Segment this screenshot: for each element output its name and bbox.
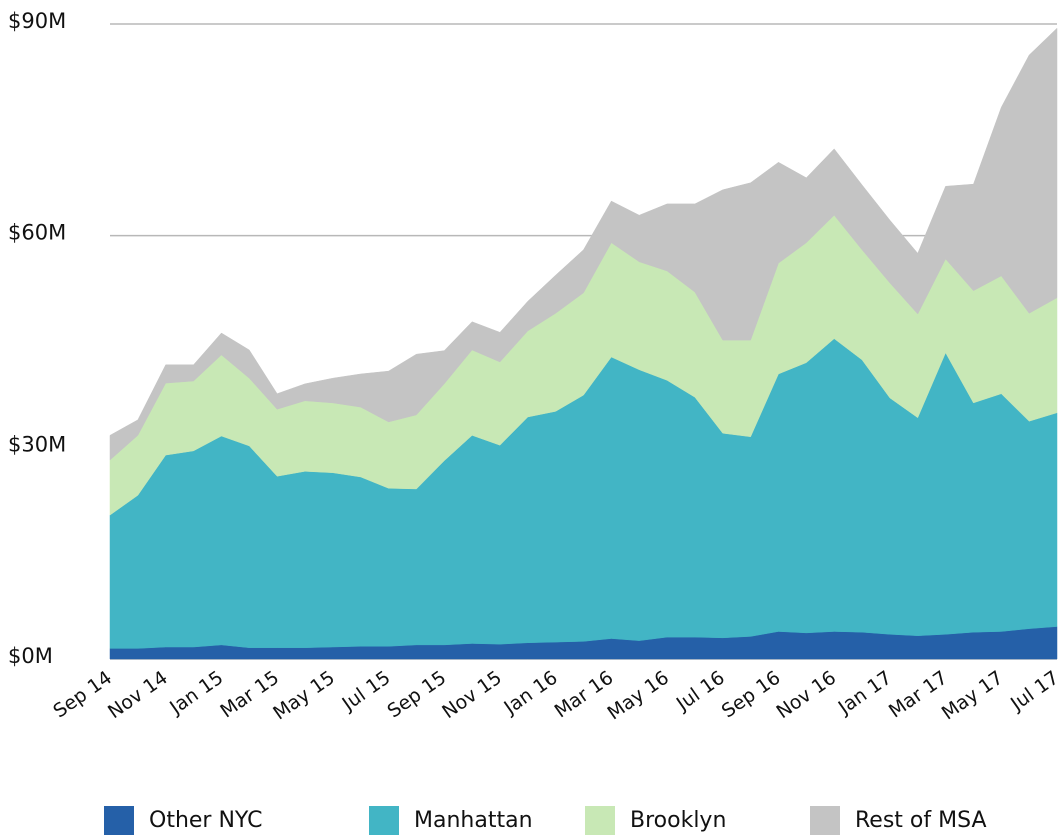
- x-tick-label: Sep 15: [384, 667, 451, 723]
- legend-swatch: [104, 806, 134, 836]
- legend-label: Manhattan: [414, 808, 533, 833]
- x-tick-label: Mar 15: [216, 667, 283, 723]
- y-tick-label: $0M: [8, 644, 53, 668]
- area: [109, 27, 1058, 461]
- x-tick-label: Mar 16: [551, 667, 618, 723]
- legend-swatch: [810, 806, 840, 836]
- x-tick-label: Jul 17: [1006, 667, 1060, 716]
- y-tick-label: $90M: [8, 9, 66, 33]
- legend-item: Brooklyn: [585, 806, 726, 836]
- legend-swatch: [369, 806, 399, 836]
- x-tick-label: Jan 16: [499, 667, 561, 720]
- y-tick-label: $30M: [8, 432, 66, 456]
- x-tick-label: Sep 14: [49, 667, 116, 723]
- legend-label: Other NYC: [149, 808, 263, 833]
- x-tick-label: May 15: [269, 667, 339, 725]
- x-tick-label: Nov 14: [104, 667, 172, 724]
- x-tick-label: May 16: [604, 667, 674, 725]
- legend-label: Brooklyn: [630, 808, 726, 833]
- y-tick-label: $60M: [8, 221, 66, 245]
- legend-item: Rest of MSA: [810, 806, 987, 836]
- x-tick-label: Nov 16: [772, 667, 840, 724]
- x-tick-label: Sep 16: [718, 667, 785, 723]
- x-tick-label: Mar 17: [885, 667, 952, 723]
- x-tick-label: Nov 15: [438, 667, 506, 724]
- legend-item: Manhattan: [369, 806, 533, 836]
- legend-label: Rest of MSA: [855, 808, 987, 833]
- x-tick-label: Jan 17: [834, 667, 896, 720]
- x-tick-label: May 17: [938, 667, 1008, 725]
- legend-swatch: [585, 806, 615, 836]
- legend-item: Other NYC: [104, 806, 263, 836]
- x-tick-label: Jan 15: [165, 667, 227, 720]
